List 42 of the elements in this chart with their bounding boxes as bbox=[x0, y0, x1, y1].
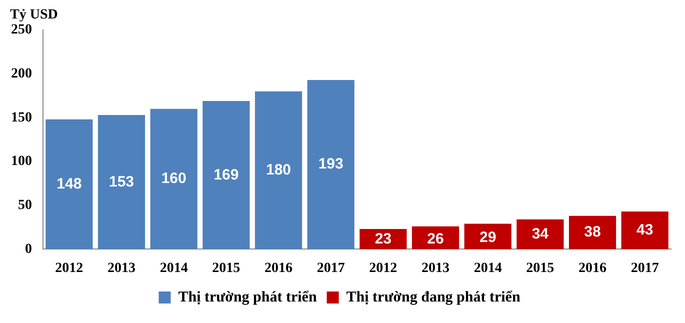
x-tick-label: 2013 bbox=[422, 261, 450, 276]
legend-label: Thị trường phát triển bbox=[178, 289, 318, 306]
bar bbox=[254, 91, 302, 250]
y-tick-label: 200 bbox=[11, 66, 32, 82]
data-label: 26 bbox=[427, 230, 444, 248]
x-tick-label: 2014 bbox=[474, 261, 502, 276]
data-label: 29 bbox=[479, 228, 496, 246]
x-tick-label: 2015 bbox=[212, 261, 240, 276]
x-tick-label: 2012 bbox=[369, 261, 398, 276]
bar bbox=[202, 101, 250, 250]
bar bbox=[307, 80, 354, 250]
data-label: 153 bbox=[108, 173, 134, 190]
data-label: 34 bbox=[532, 225, 550, 242]
x-tick-label: 2012 bbox=[55, 261, 84, 276]
data-label: 148 bbox=[56, 175, 82, 192]
bar bbox=[150, 108, 198, 250]
x-tick-label: 2015 bbox=[526, 261, 554, 276]
x-tick-label: 2016 bbox=[264, 261, 292, 276]
x-tick-label: 2017 bbox=[316, 261, 345, 276]
y-tick-label: 150 bbox=[11, 110, 32, 126]
data-label: 180 bbox=[266, 161, 292, 178]
data-label: 38 bbox=[584, 224, 601, 241]
bar bbox=[46, 119, 93, 250]
data-label: 23 bbox=[374, 230, 392, 248]
x-tick-label: 2017 bbox=[630, 261, 659, 276]
data-label: 193 bbox=[318, 156, 344, 173]
x-tick-label: 2014 bbox=[160, 261, 188, 276]
y-tick-label: 0 bbox=[25, 242, 32, 257]
data-label: 43 bbox=[636, 221, 654, 238]
x-tick-label: 2013 bbox=[108, 261, 136, 276]
data-label: 169 bbox=[214, 166, 239, 184]
bar bbox=[621, 212, 668, 250]
x-tick-label: 2016 bbox=[578, 261, 606, 276]
bar bbox=[568, 216, 616, 250]
y-axis-title: Tỷ USD bbox=[10, 8, 58, 23]
data-label: 160 bbox=[161, 170, 186, 188]
bar bbox=[516, 219, 564, 250]
y-tick-label: 250 bbox=[11, 22, 32, 38]
legend-label: Thị trường đang phát triển bbox=[346, 289, 521, 306]
y-tick-label: 100 bbox=[11, 154, 32, 170]
y-tick-label: 50 bbox=[18, 198, 32, 213]
bar bbox=[98, 115, 146, 250]
